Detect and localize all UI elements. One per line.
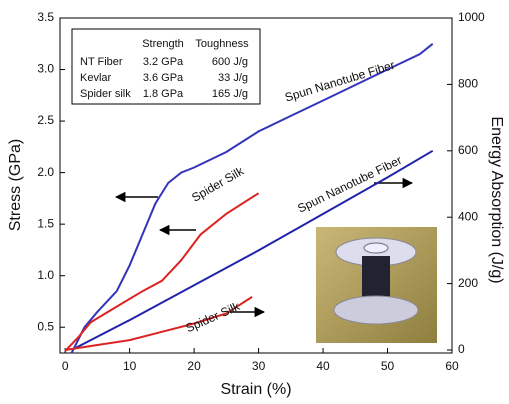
y2-tick-label: 0 [458, 342, 465, 356]
y2-tick-label: 200 [458, 276, 478, 290]
y-tick-label: 3.5 [37, 10, 54, 24]
inset-table: Strength Toughness NT Fiber 3.2 GPa 600 … [72, 29, 260, 104]
y2-tick-label: 400 [458, 209, 478, 223]
y2-tick-label: 800 [458, 77, 478, 91]
y2-tick-label: 600 [458, 143, 478, 157]
y2-axis-label: Energy Absorption (J/g) [488, 116, 505, 283]
x-tick-label: 10 [123, 359, 137, 373]
y-tick-label: 0.5 [37, 319, 54, 333]
photo [316, 227, 437, 343]
y-tick-label: 2.5 [37, 113, 54, 127]
y-axis-label: Stress (GPa) [7, 139, 24, 231]
x-tick-label: 20 [187, 359, 201, 373]
table-cell: Spider silk [80, 88, 131, 100]
table-cell: 3.2 GPa [143, 56, 184, 68]
series-label: Spider Silk [189, 163, 247, 204]
x-tick-label: 50 [381, 359, 395, 373]
x-tick-label: 30 [252, 359, 266, 373]
y-tick-label: 1.5 [37, 216, 54, 230]
series-label: Spun Nanotube Fiber [283, 58, 396, 105]
table-cell: 33 J/g [218, 72, 248, 84]
y-tick-label: 1.0 [37, 268, 54, 282]
chart: Strain (%) Stress (GPa) Energy Absorptio… [0, 0, 509, 404]
series-label: Spider Silk [184, 299, 243, 336]
x-tick-label: 60 [445, 359, 459, 373]
x-axis-label: Strain (%) [220, 381, 291, 398]
spool-bottom [334, 296, 418, 324]
x-tick-label: 40 [316, 359, 330, 373]
x-tick-label: 0 [62, 359, 69, 373]
table-cell: 3.6 GPa [143, 72, 184, 84]
table-cell: 600 J/g [212, 56, 248, 68]
table-header: Toughness [195, 38, 249, 50]
table-cell: Kevlar [80, 72, 112, 84]
series-line [65, 193, 258, 351]
table-cell: 1.8 GPa [143, 88, 184, 100]
spool-hole [364, 243, 388, 253]
series-label: Spun Nanotube Fiber [295, 153, 404, 216]
y2-tick-label: 1000 [458, 10, 485, 24]
table-header: Strength [142, 38, 184, 50]
y-tick-label: 3.0 [37, 62, 54, 76]
table-cell: NT Fiber [80, 56, 123, 68]
table-cell: 165 J/g [212, 88, 248, 100]
y-tick-label: 2.0 [37, 165, 54, 179]
